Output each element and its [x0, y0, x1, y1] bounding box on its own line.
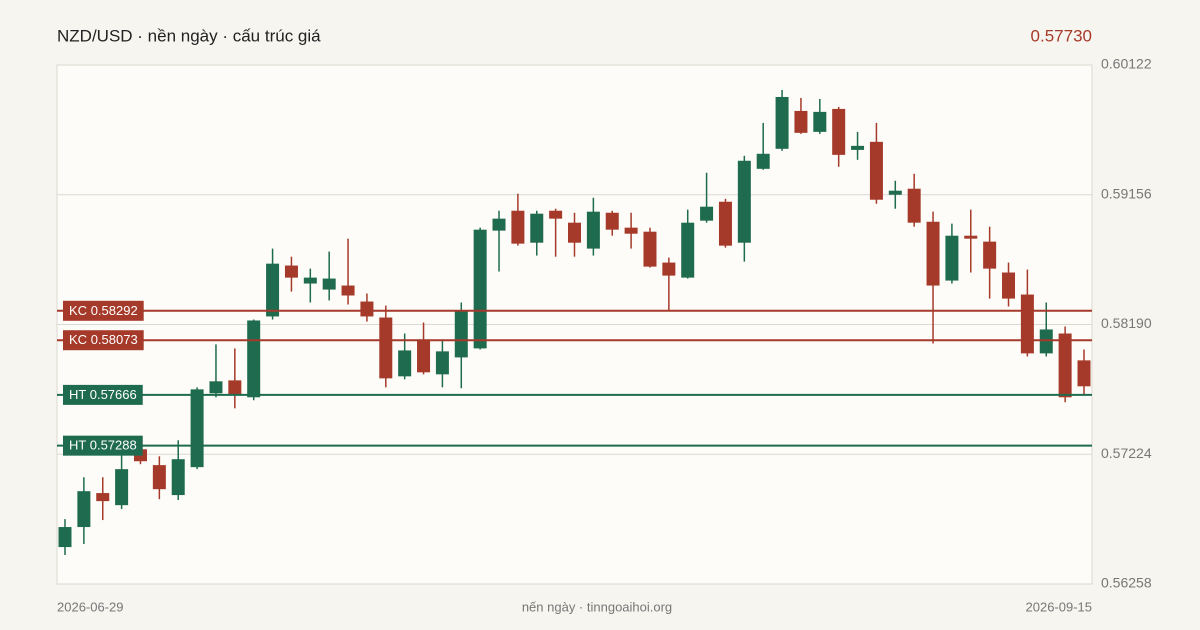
candle-body	[171, 459, 185, 496]
level-name: HT	[69, 387, 86, 402]
candle-body	[964, 235, 978, 239]
candle-body	[832, 108, 846, 155]
candle-body	[775, 96, 789, 149]
candle-body	[1077, 360, 1091, 387]
candle-body	[77, 491, 91, 528]
candle-body	[851, 145, 865, 150]
last-price: 0.57730	[1031, 26, 1092, 45]
level-value: 0.58292	[91, 303, 138, 318]
y-tick-label: 0.57224	[1101, 445, 1152, 461]
candle-body	[473, 229, 487, 349]
candle-body	[379, 317, 393, 379]
candle-body	[568, 222, 581, 243]
y-tick-label: 0.58190	[1101, 315, 1152, 331]
candle-body	[813, 111, 827, 132]
x-tick-label: 2026-09-15	[1026, 599, 1093, 614]
level-name: KC	[69, 333, 87, 348]
candle-body	[549, 210, 563, 219]
candle-body	[605, 212, 619, 230]
candle-body	[737, 160, 751, 243]
candle-body	[1002, 272, 1016, 299]
candle-body	[284, 265, 298, 278]
candle-body	[115, 469, 129, 506]
candle-body	[907, 188, 921, 223]
candle-body	[530, 213, 544, 243]
y-tick-label: 0.59156	[1101, 185, 1152, 201]
candle-body	[586, 211, 600, 249]
candle-body	[266, 263, 280, 317]
level-label-bg	[63, 435, 143, 456]
candle-body	[926, 221, 940, 286]
candle-body	[435, 351, 449, 375]
candle-body	[209, 381, 223, 394]
level-value: 0.58073	[91, 333, 138, 348]
candle-body	[718, 201, 732, 246]
candle-body	[492, 218, 506, 231]
candle-body	[1020, 294, 1034, 354]
candle-body	[341, 285, 355, 296]
candle-body	[869, 141, 883, 200]
candle-body	[190, 389, 204, 468]
candle-body	[247, 320, 261, 398]
level-value: 0.57288	[90, 438, 137, 453]
candle-body	[643, 231, 657, 267]
candle-body	[322, 278, 336, 290]
level-label-bg	[63, 300, 144, 321]
chart-title: NZD/USD · nền ngày · cấu trúc giá	[57, 26, 321, 45]
candle-body	[303, 277, 317, 284]
level-label: HT 0.57666	[69, 387, 137, 402]
candle-body	[96, 493, 110, 502]
footer: nến ngày · tinngoaihoi.org	[522, 599, 672, 614]
level-label-bg	[63, 384, 143, 405]
candle-body	[700, 206, 714, 221]
y-tick-label: 0.60122	[1101, 56, 1152, 72]
level-value: 0.57666	[90, 387, 137, 402]
candle-body	[662, 262, 676, 276]
candle-body	[228, 380, 242, 396]
candle-body	[417, 339, 431, 373]
candle-body	[398, 350, 412, 377]
candle-body	[756, 153, 770, 169]
level-label: KC 0.58292	[69, 303, 138, 318]
candle-body	[454, 310, 468, 358]
candle-body	[152, 465, 166, 490]
candle-body	[1058, 333, 1072, 398]
level-label: HT 0.57288	[69, 438, 137, 453]
candle-body	[624, 227, 638, 234]
level-name: HT	[69, 438, 86, 453]
candle-body	[983, 241, 997, 269]
candle-body	[681, 222, 695, 278]
level-name: KC	[69, 303, 87, 318]
x-tick-label: 2026-06-29	[57, 599, 124, 614]
candle-body	[511, 210, 525, 244]
candle-body	[58, 527, 72, 548]
candle-body	[888, 190, 902, 195]
candle-body	[945, 235, 959, 281]
candle-body	[794, 110, 808, 133]
level-label: KC 0.58073	[69, 333, 138, 348]
candle-body	[1039, 329, 1053, 354]
level-label-bg	[63, 330, 144, 351]
candle-body	[360, 301, 374, 317]
y-tick-label: 0.56258	[1101, 575, 1152, 591]
